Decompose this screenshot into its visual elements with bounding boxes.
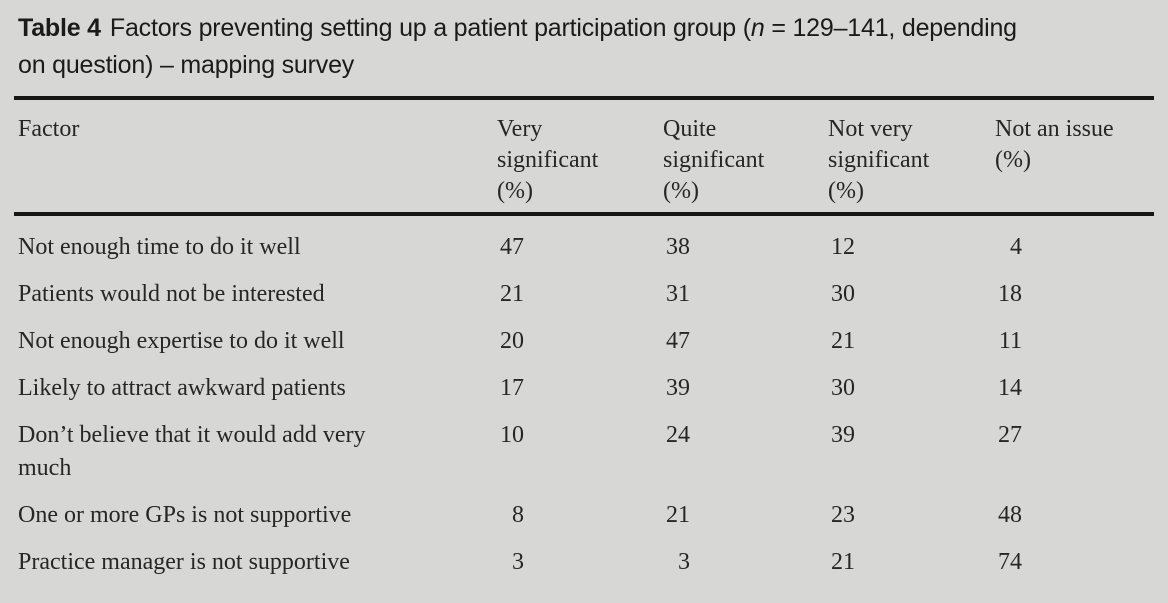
column-header: Quite significant (%) [663, 98, 828, 216]
percent-cell: 17 [497, 365, 663, 412]
percent-value: 10 [500, 422, 524, 448]
table-row: Not enough expertise to do it well 20 47 21… [14, 318, 1154, 365]
percent-cell: 23 [828, 492, 995, 539]
percent-cell: 21 [828, 318, 995, 365]
percent-cell: 38 [663, 214, 828, 271]
factor-cell: Not enough expertise to do it well [18, 328, 345, 354]
percent-cell: 47 [497, 214, 663, 271]
percent-value: 39 [666, 375, 690, 401]
percent-value: 17 [500, 375, 524, 401]
percent-value: 38 [666, 234, 690, 260]
percent-value: 48 [998, 502, 1022, 528]
percent-value: 11 [998, 328, 1022, 354]
percent-cell: 11 [995, 318, 1154, 365]
percent-value: 30 [831, 375, 855, 401]
percent-value: 24 [666, 422, 690, 448]
percent-value: 39 [831, 422, 855, 448]
percent-value: 47 [500, 234, 524, 260]
percent-cell: 21 [828, 539, 995, 586]
percent-value: 14 [998, 375, 1022, 401]
percent-value: 21 [666, 502, 690, 528]
column-header: Not an issue (%) [995, 98, 1154, 216]
percent-value: 21 [831, 328, 855, 354]
percent-value: 31 [666, 281, 690, 307]
percent-value: 21 [831, 549, 855, 575]
percent-cell: 39 [663, 365, 828, 412]
percent-cell: 21 [663, 492, 828, 539]
percent-cell: 8 [497, 492, 663, 539]
percent-cell: 20 [497, 318, 663, 365]
factor-cell: One or more GPs is not supportive [18, 502, 352, 528]
column-header: Factor [14, 98, 497, 216]
table-number: Table 4 [18, 14, 101, 42]
percent-cell: 30 [828, 271, 995, 318]
percent-value: 47 [666, 328, 690, 354]
factor-cell: Likely to attract awkward patients [18, 375, 346, 401]
percent-value: 27 [998, 422, 1022, 448]
percent-cell: 24 [663, 412, 828, 492]
factor-cell: Practice manager is not supportive [18, 549, 350, 575]
percent-value: 21 [500, 281, 524, 307]
percent-value: 3 [512, 549, 524, 575]
percent-value: 8 [512, 502, 524, 528]
percent-cell: 48 [995, 492, 1154, 539]
caption-text-before-n: Factors preventing setting up a patient … [109, 14, 751, 42]
table-row: Likely to attract awkward patients 17 39 30… [14, 365, 1154, 412]
table-caption: Table 4 Factors preventing setting up a p… [14, 10, 1154, 84]
percent-cell: 3 [497, 539, 663, 586]
column-header: Not very significant (%) [828, 98, 995, 216]
percent-value: 12 [831, 234, 855, 260]
factor-cell: Don’t believe that it would add very muc… [18, 422, 366, 481]
percent-value: 30 [831, 281, 855, 307]
caption-text-after-n: = 129–141, depending [764, 14, 1017, 42]
percent-cell: 14 [995, 365, 1154, 412]
percent-cell: 10 [497, 412, 663, 492]
percent-cell: 4 [995, 214, 1154, 271]
column-header: Very significant (%) [497, 98, 663, 216]
table-row: One or more GPs is not supportive 8 21 23 48 [14, 492, 1154, 539]
percent-cell: 12 [828, 214, 995, 271]
percent-value: 74 [998, 549, 1022, 575]
table-row: Don’t believe that it would add very muc… [14, 412, 1154, 492]
table-row: Practice manager is not supportive 3 3 21 74 [14, 539, 1154, 586]
caption-line-2: on question) – mapping survey [18, 51, 355, 79]
table-header: Factor Very significant (%) Quite signific… [14, 98, 1154, 216]
percent-value: 23 [831, 502, 855, 528]
table-row: Not enough time to do it well 47 38 12 4 [14, 214, 1154, 271]
header-row: Factor Very significant (%) Quite signific… [14, 98, 1154, 216]
percent-cell: 3 [663, 539, 828, 586]
factors-table: Factor Very significant (%) Quite signific… [14, 96, 1154, 586]
scanned-page: Table 4 Factors preventing setting up a p… [14, 10, 1154, 586]
percent-value: 20 [500, 328, 524, 354]
percent-cell: 30 [828, 365, 995, 412]
percent-cell: 21 [497, 271, 663, 318]
percent-cell: 47 [663, 318, 828, 365]
table-body: Not enough time to do it well 47 38 12 4 Pati… [14, 214, 1154, 586]
factor-cell: Patients would not be interested [18, 281, 325, 307]
caption-n-symbol: n [750, 14, 765, 42]
percent-cell: 27 [995, 412, 1154, 492]
table-row: Patients would not be interested 21 31 30 18 [14, 271, 1154, 318]
percent-cell: 39 [828, 412, 995, 492]
percent-cell: 31 [663, 271, 828, 318]
percent-value: 18 [998, 281, 1022, 307]
percent-cell: 18 [995, 271, 1154, 318]
percent-value: 4 [1010, 234, 1022, 260]
percent-cell: 74 [995, 539, 1154, 586]
factor-cell: Not enough time to do it well [18, 234, 301, 260]
percent-value: 3 [678, 549, 690, 575]
